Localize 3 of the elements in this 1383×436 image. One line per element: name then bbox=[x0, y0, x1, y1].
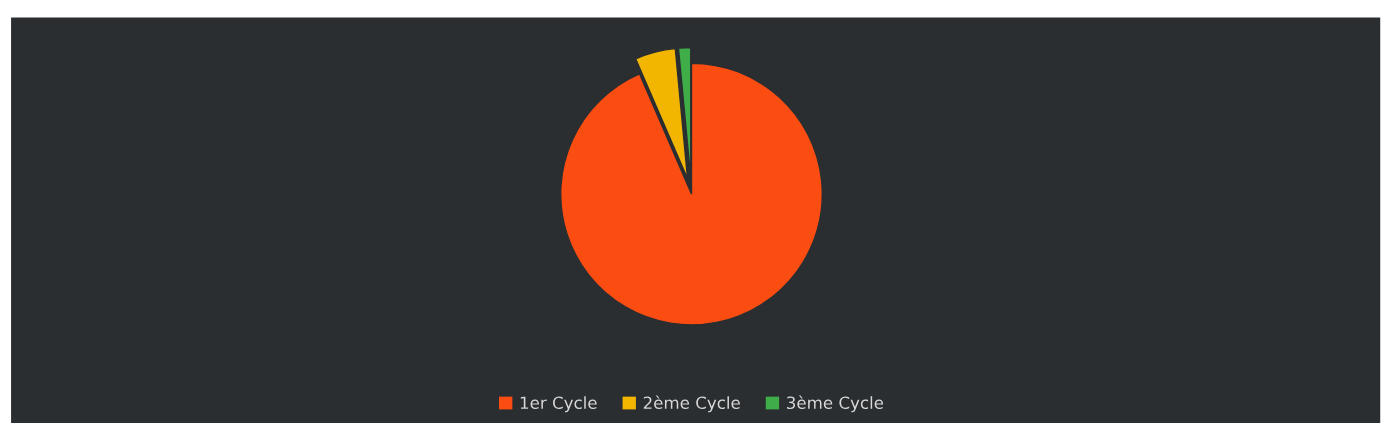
legend-label: 2ème Cycle bbox=[643, 395, 740, 413]
legend-label: 1er Cycle bbox=[520, 396, 597, 413]
legend-label: 3ème Cycle bbox=[787, 395, 884, 413]
